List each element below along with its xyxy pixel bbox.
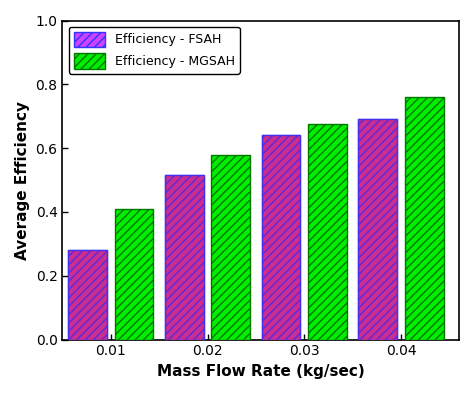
Bar bbox=[68, 250, 107, 340]
Bar bbox=[405, 97, 444, 340]
Bar bbox=[262, 136, 301, 340]
Bar bbox=[211, 155, 250, 340]
Legend: Efficiency - FSAH, Efficiency - MGSAH: Efficiency - FSAH, Efficiency - MGSAH bbox=[69, 27, 240, 74]
Bar bbox=[165, 175, 204, 340]
Bar bbox=[165, 175, 204, 340]
Bar bbox=[358, 119, 397, 340]
Y-axis label: Average Efficiency: Average Efficiency bbox=[15, 100, 30, 260]
Bar bbox=[358, 119, 397, 340]
Bar bbox=[68, 250, 107, 340]
Bar bbox=[115, 209, 154, 340]
X-axis label: Mass Flow Rate (kg/sec): Mass Flow Rate (kg/sec) bbox=[157, 364, 365, 379]
Bar bbox=[262, 136, 301, 340]
Bar bbox=[308, 124, 347, 340]
